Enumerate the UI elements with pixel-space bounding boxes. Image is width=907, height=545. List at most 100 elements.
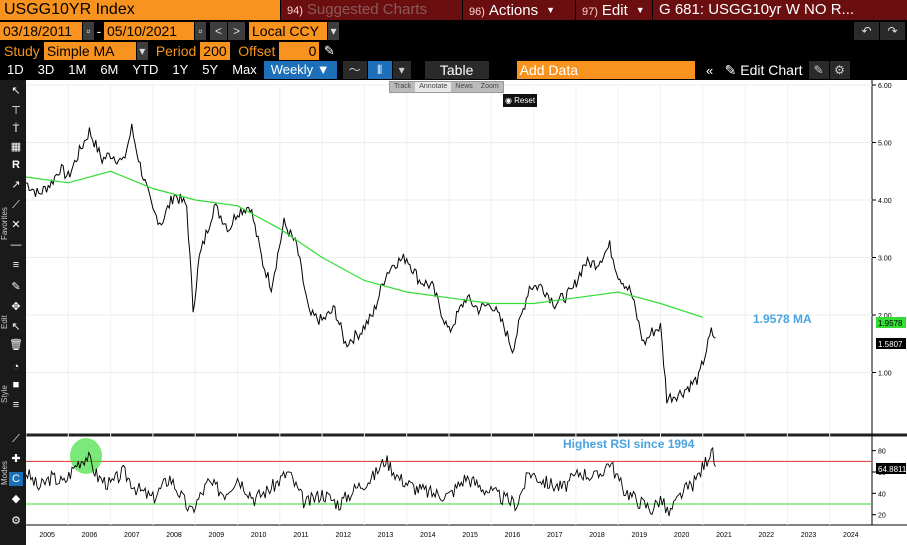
year-tick-label: 2013 — [378, 532, 394, 539]
price-last-value: 1.5807 — [878, 340, 903, 349]
study-dropdown-icon[interactable]: ▾ — [135, 41, 148, 60]
next-period-button[interactable]: > — [227, 21, 245, 40]
year-tick-label: 2023 — [801, 532, 817, 539]
fib-icon[interactable]: ≡ — [12, 259, 20, 271]
currency-select[interactable]: Local CCY — [249, 21, 327, 40]
cursor-arrow-icon[interactable]: ↖ — [11, 85, 21, 97]
redo-icon[interactable]: ↷ — [879, 21, 905, 40]
settings-icon[interactable]: ⚙ — [11, 515, 21, 527]
year-tick-label: 2012 — [335, 532, 351, 539]
price-tick-label: 2.00 — [878, 313, 892, 320]
start-date-field[interactable]: 03/18/2011 — [0, 21, 82, 40]
reset-button[interactable]: ◉ Reset — [503, 94, 537, 107]
rsi-y-axis-ticks: 80604020 — [872, 449, 886, 520]
timeframe-3d[interactable]: 3D — [37, 62, 55, 77]
year-tick-label: 2024 — [843, 532, 859, 539]
left-toolbar: ↖ ⊤ Ṫ ▦ R ↗ ⟋ ✕ — ≡ Favorites ✎ ✥ ↖ 🗑 Ed… — [0, 80, 26, 545]
edit-chart-pencil-icon: ✎ — [724, 61, 741, 78]
modes-label: Modes — [0, 460, 9, 485]
price-tick-label: 6.00 — [878, 83, 892, 90]
c-mode-icon[interactable]: C — [9, 472, 23, 486]
offset-field[interactable]: 0 — [279, 41, 320, 60]
timeframe-1y[interactable]: 1Y — [172, 62, 189, 77]
year-tick-label: 2005 — [39, 532, 55, 539]
edit-label: Edit — [601, 2, 628, 19]
year-tick-label: 2007 — [124, 532, 140, 539]
frequency-select[interactable]: Weekly ▼ — [263, 61, 337, 79]
hline-icon[interactable]: — — [10, 239, 22, 251]
rsi-tick-label: 80 — [878, 449, 886, 456]
start-calendar-icon[interactable]: ▫ — [82, 21, 94, 40]
select-icon[interactable]: ↖ — [11, 321, 21, 333]
line-chart-icon[interactable]: 〜 — [342, 61, 367, 79]
title-bar: USGG10YR Index 94) Suggested Charts 96) Ac… — [0, 0, 907, 20]
news-mode[interactable]: News — [455, 83, 473, 90]
timeframe-5y[interactable]: 5Y — [202, 62, 219, 77]
actions-caret-icon: ▼ — [546, 5, 556, 15]
zoom-mode[interactable]: Zoom — [480, 83, 499, 90]
track-mode[interactable]: Track — [394, 83, 412, 90]
year-tick-label: 2008 — [166, 532, 182, 539]
study-select[interactable]: Simple MA — [43, 41, 136, 60]
timeframe-1m[interactable]: 1M — [68, 62, 87, 77]
year-tick-label: 2014 — [420, 532, 436, 539]
reset-label: Reset — [514, 96, 536, 105]
ruler-icon[interactable]: R — [12, 159, 20, 171]
year-tick-label: 2020 — [674, 532, 690, 539]
timeframe-1d[interactable]: 1D — [7, 62, 24, 77]
edit-icon[interactable]: ✎ — [808, 61, 829, 79]
settings-gear-icon[interactable]: ⚙ — [829, 61, 850, 79]
end-calendar-icon[interactable]: ▫ — [194, 21, 206, 40]
color-palette-icon[interactable]: ◔ — [12, 361, 20, 373]
delete-icon[interactable]: 🗑 — [9, 339, 23, 351]
end-date-field[interactable]: 05/10/2021 — [104, 21, 194, 40]
ray-icon[interactable]: ✕ — [11, 219, 21, 231]
edit-num: 97) — [582, 6, 598, 18]
annotate-mode[interactable]: Annotate — [415, 82, 452, 92]
line-style-icon[interactable]: ≡ — [12, 399, 20, 411]
security-title[interactable]: USGG10YR Index — [0, 0, 280, 20]
timeframe-6m[interactable]: 6M — [100, 62, 119, 77]
edit-menu[interactable]: 97) Edit ▼ — [575, 0, 652, 20]
year-tick-label: 2010 — [251, 532, 267, 539]
table-button[interactable]: Table — [424, 61, 489, 79]
color-mode-icon[interactable]: ◆ — [11, 493, 21, 505]
add-data-input[interactable]: Add Data — [516, 61, 695, 79]
channel-icon[interactable]: ⟋ — [12, 199, 20, 211]
move-icon[interactable]: ✥ — [11, 301, 21, 313]
brush-icon[interactable]: ✎ — [11, 281, 21, 293]
ma-series-line — [25, 170, 703, 318]
actions-menu[interactable]: 96) Actions ▼ — [462, 0, 575, 20]
price-tick-label: 5.00 — [878, 141, 892, 148]
draw-mode-icon[interactable]: ⟋ — [12, 433, 20, 445]
collapse-icon[interactable]: « — [706, 62, 714, 78]
suggested-charts-menu[interactable]: 94) Suggested Charts — [280, 0, 462, 20]
trendline-icon[interactable]: ↗ — [11, 179, 21, 191]
rsi-tick-label: 20 — [878, 513, 886, 520]
crosshair-mode-icon[interactable]: ✚ — [11, 453, 21, 465]
ma-last-badge — [876, 317, 906, 328]
bar-chart-icon[interactable]: ⫴ — [367, 61, 392, 79]
year-tick-label: 2021 — [716, 532, 732, 539]
crosshair-icon[interactable]: ⊤ — [11, 105, 21, 117]
timeframe-max[interactable]: Max — [232, 62, 257, 77]
edit-chart-button[interactable]: ✎ Edit Chart — [721, 62, 807, 79]
year-tick-label: 2022 — [758, 532, 774, 539]
calendar-tool-icon[interactable]: ▦ — [10, 141, 22, 153]
chart-type-dropdown-icon[interactable]: ▾ — [392, 61, 411, 79]
currency-dropdown-icon[interactable]: ▾ — [327, 21, 339, 40]
rsi-series-line — [25, 446, 716, 517]
pencil-icon[interactable]: ✎ — [323, 42, 335, 58]
price-series-line — [25, 123, 716, 404]
edit-caret-icon: ▼ — [635, 5, 645, 15]
undo-icon[interactable]: ↶ — [853, 21, 879, 40]
rsi-tick-label: 40 — [878, 491, 886, 498]
fill-icon[interactable]: ■ — [12, 379, 20, 391]
prev-period-button[interactable]: < — [209, 21, 227, 40]
text-tool-icon[interactable]: Ṫ — [12, 123, 20, 135]
reset-icon: ◉ — [504, 96, 515, 105]
period-field[interactable]: 200 — [200, 41, 231, 60]
timeframe-ytd[interactable]: YTD — [132, 62, 159, 77]
chart-area[interactable]: 6.005.004.003.002.001.00 80604020 200520… — [25, 80, 907, 545]
rsi-last-value: 64.8811 — [878, 465, 907, 474]
